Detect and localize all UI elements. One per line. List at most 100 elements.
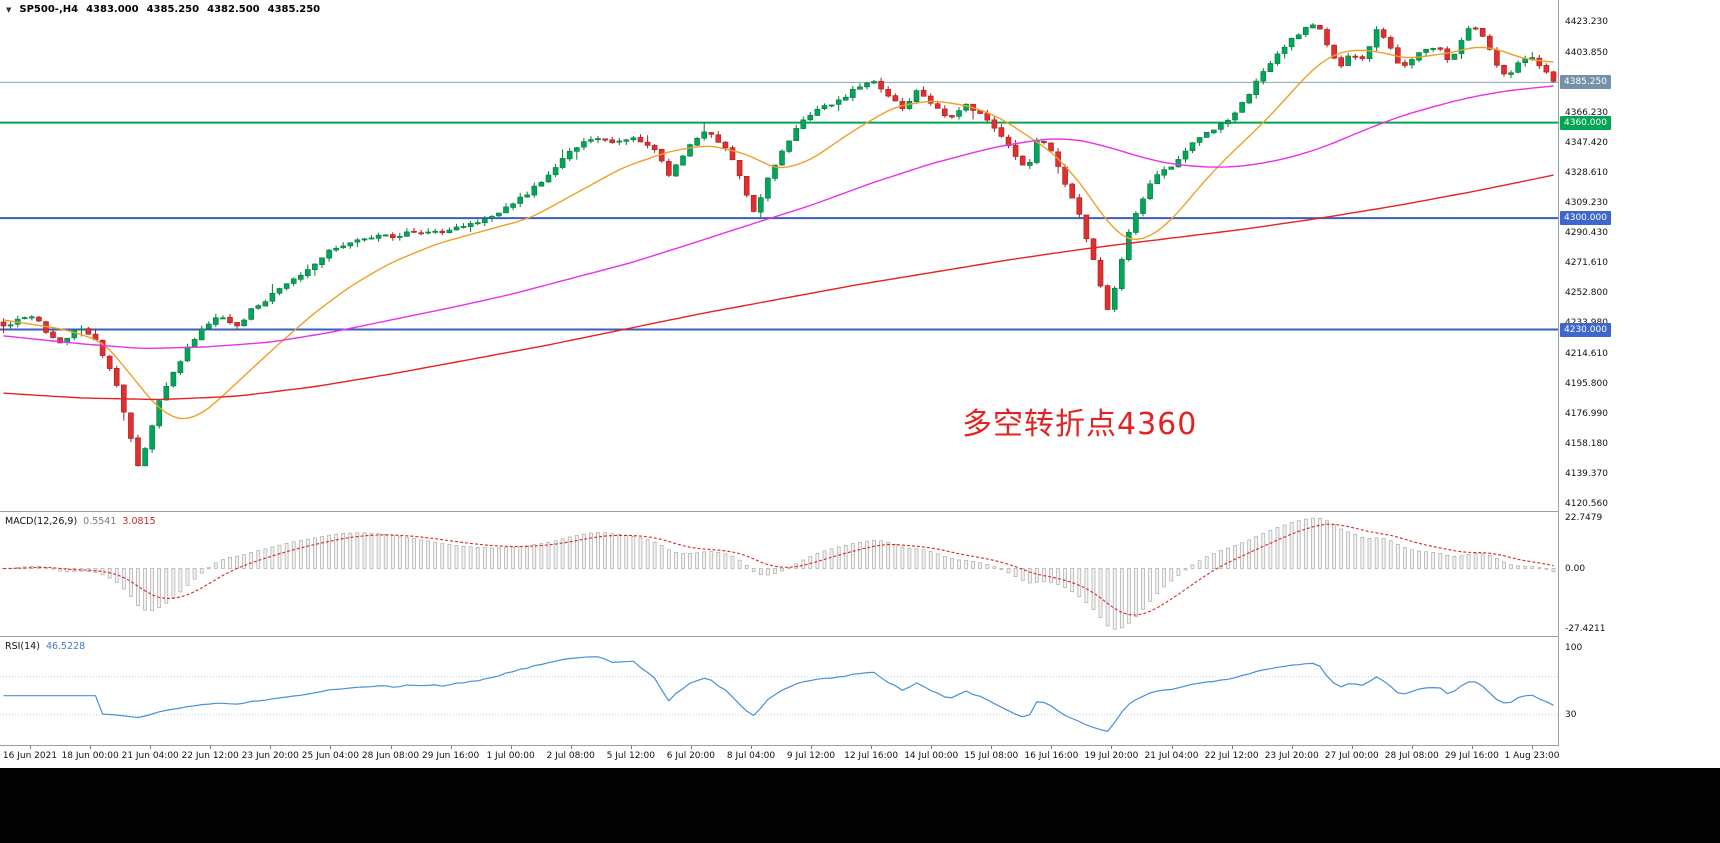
ohlc-info-bar: ▼ SP500-,H4 4383.000 4385.250 4382.500 4…	[6, 4, 320, 15]
time-axis-tick	[270, 746, 272, 749]
price-chart-canvas[interactable]	[0, 0, 1558, 511]
time-axis-tick	[1171, 746, 1173, 749]
time-axis-tick	[630, 746, 632, 749]
time-axis-label: 22 Jul 12:00	[1204, 751, 1259, 761]
time-axis-tick	[210, 746, 212, 749]
time-axis-tick	[510, 746, 512, 749]
price-axis-label: 4366.230	[1565, 107, 1608, 118]
symbol-timeframe-label: SP500-,H4	[19, 4, 79, 15]
price-axis-separator	[1558, 0, 1559, 746]
time-axis-tick	[991, 746, 993, 749]
time-axis-label: 22 Jun 12:00	[181, 751, 239, 761]
time-axis-label: 1 Aug 23:00	[1504, 751, 1560, 761]
rsi-axis-label: 30	[1565, 709, 1577, 720]
price-axis-label: 4347.420	[1565, 137, 1608, 148]
price-axis-label: 4214.610	[1565, 349, 1608, 359]
rsi-axis-label: 100	[1565, 643, 1583, 654]
macd-panel-canvas[interactable]	[0, 512, 1558, 636]
time-axis-tick	[1111, 746, 1113, 749]
time-axis-tick	[1411, 746, 1413, 749]
macd-rsi-separator[interactable]	[0, 636, 1720, 637]
time-axis-label: 14 Jul 00:00	[904, 751, 959, 761]
time-axis-label: 28 Jun 08:00	[361, 751, 420, 761]
price-axis-label: 4309.230	[1565, 198, 1608, 209]
time-axis-tick	[751, 746, 752, 749]
fast-ma-line	[3, 46, 1554, 420]
time-axis-tick	[1291, 746, 1293, 749]
price-tag[interactable]: 4230.000	[1560, 322, 1611, 337]
slow-ma-line	[3, 174, 1554, 401]
time-axis-label: 1 Jul 00:00	[486, 751, 535, 761]
macd-histogram	[1, 517, 1556, 630]
horizontal-lines[interactable]	[0, 81, 1558, 331]
time-axis-label: 19 Jul 20:00	[1084, 751, 1139, 761]
chart-annotation-text[interactable]: 多空转折点4360	[962, 407, 1198, 442]
chevron-down-icon[interactable]: ▼	[6, 5, 12, 14]
time-axis-tick	[1231, 746, 1233, 749]
time-axis-tick	[871, 746, 873, 749]
price-axis-label: 4176.990	[1565, 408, 1608, 419]
time-axis-tick	[1471, 746, 1473, 749]
price-axis-label: 4252.800	[1565, 288, 1608, 299]
rsi-label-row: RSI(14) 46.5228	[5, 641, 85, 652]
time-axis-tick	[811, 746, 812, 749]
price-tag[interactable]: 4385.250	[1560, 75, 1611, 90]
time-axis-label: 6 Jul 20:00	[666, 751, 716, 761]
time-axis-tick	[450, 746, 452, 749]
bottom-bar	[0, 768, 1720, 843]
macd-axis-label: 22.7479	[1565, 513, 1603, 524]
time-axis[interactable]: 16 Jun 2021 18 Jun 00:00 21 Jun 04:00 22 Ju…	[0, 746, 1720, 768]
time-axis-label: 5 Jul 12:00	[606, 751, 655, 761]
time-axis-label: 18 Jun 00:00	[61, 751, 119, 761]
time-axis-label: 28 Jul 08:00	[1384, 751, 1439, 761]
macd-main-value: 0.5541	[83, 516, 117, 527]
macd-signal-line	[3, 523, 1554, 616]
price-axis-label: 4120.560	[1565, 498, 1608, 509]
time-axis-label: 15 Jul 08:00	[964, 751, 1019, 761]
main-macd-separator[interactable]	[0, 511, 1720, 512]
price-axis-label: 4328.610	[1565, 167, 1608, 178]
ohlc-high-value: 4385.250	[146, 4, 200, 15]
price-axis[interactable]: 4423.230 4403.850 4366.230 4347.420 4328.610…	[1559, 0, 1720, 768]
rsi-label: RSI(14)	[5, 641, 40, 652]
price-axis-label: 4290.430	[1565, 228, 1608, 239]
time-axis-label: 21 Jul 04:00	[1144, 751, 1199, 761]
time-axis-label: 29 Jul 16:00	[1444, 751, 1499, 761]
ohlc-close-value: 4385.250	[267, 4, 321, 15]
macd-signal-value: 3.0815	[122, 516, 156, 527]
rsi-value: 46.5228	[45, 641, 86, 652]
price-tag[interactable]: 4360.000	[1560, 115, 1611, 130]
time-axis-label: 12 Jul 16:00	[844, 751, 899, 761]
time-axis-tick	[1051, 746, 1053, 749]
price-axis-label: 4195.800	[1565, 379, 1608, 389]
ohlc-low-value: 4382.500	[207, 4, 260, 15]
time-axis-label: 27 Jul 00:00	[1324, 751, 1379, 761]
rsi-panel-canvas[interactable]	[0, 637, 1558, 745]
time-axis-label: 29 Jun 16:00	[422, 751, 480, 761]
time-axis-tick	[330, 746, 332, 749]
time-axis-label: 16 Jul 16:00	[1024, 751, 1079, 761]
chart-timeaxis-separator	[0, 745, 1720, 746]
time-axis-label: 2 Jul 08:00	[546, 751, 595, 761]
candles	[0, 23, 1557, 467]
rsi-line	[3, 656, 1554, 733]
time-axis-tick	[90, 746, 92, 749]
time-axis-tick	[30, 746, 31, 749]
macd-label: MACD(12,26,9)	[5, 516, 78, 527]
time-axis-tick	[570, 746, 572, 749]
time-axis-label: 25 Jun 04:00	[301, 751, 359, 761]
ohlc-open-value: 4383.000	[86, 4, 139, 15]
time-axis-label: 23 Jun 20:00	[241, 751, 299, 761]
time-axis-tick	[390, 746, 392, 749]
price-axis-label: 4139.370	[1565, 468, 1608, 479]
time-axis-tick	[1351, 746, 1353, 749]
price-tag[interactable]: 4300.000	[1560, 211, 1611, 226]
mid-ma-line	[3, 85, 1554, 349]
macd-label-row: MACD(12,26,9) 0.5541 3.0815	[5, 516, 156, 527]
time-axis-label: 21 Jun 04:00	[121, 751, 179, 761]
time-axis-tick	[1532, 746, 1533, 749]
price-axis-label: 4423.230	[1565, 16, 1608, 27]
time-axis-label: 23 Jul 20:00	[1264, 751, 1319, 761]
price-axis-label: 4158.180	[1565, 438, 1608, 449]
macd-axis-label: -27.4211	[1565, 624, 1606, 635]
